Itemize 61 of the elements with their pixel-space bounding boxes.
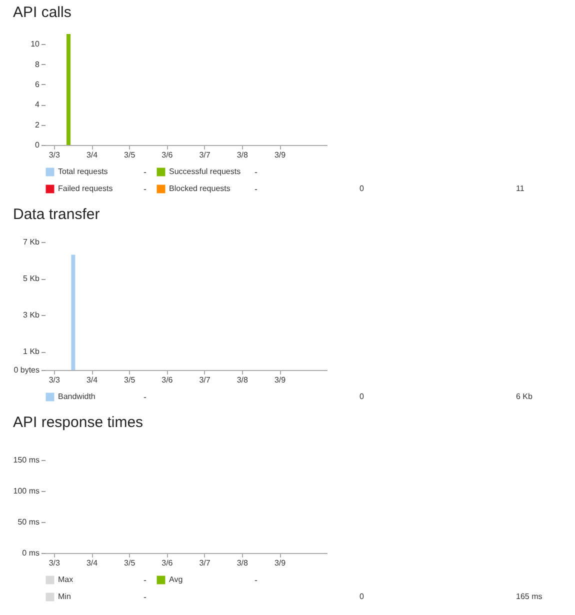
legend-label: Avg: [169, 575, 183, 584]
y-tick-label: 0: [35, 140, 40, 150]
x-tick-label: 3/3: [48, 150, 61, 160]
x-tick-label: 3/4: [86, 150, 98, 160]
text: 6 Kb: [516, 392, 534, 401]
y-tick-label: 50 ms: [18, 518, 40, 526]
text: -: [254, 575, 258, 585]
chart-title: API calls: [13, 4, 72, 21]
y-tick-label: 8: [35, 60, 40, 69]
y-tick-label: 0 ms: [22, 548, 40, 558]
y-tick-label: 4: [35, 100, 40, 110]
text: -: [144, 184, 146, 194]
y-tick-label: 0 bytes: [14, 366, 40, 374]
x-tick-label: 3/9: [274, 376, 286, 384]
legend-label: Failed requests: [58, 184, 113, 193]
text: -: [254, 167, 258, 177]
text: -: [144, 575, 146, 585]
y-tick-label: 150 ms: [13, 456, 40, 464]
y-tick-label: 1 Kb: [23, 347, 40, 356]
chart-title: Data transfer: [13, 206, 100, 223]
text: -: [144, 592, 146, 602]
y-tick-label: 10: [30, 40, 40, 49]
text: -: [254, 184, 258, 194]
x-tick-label: 3/8: [236, 150, 249, 160]
legend-label: Max: [58, 575, 74, 584]
x-tick-label: 3/8: [236, 376, 249, 384]
text: -: [144, 392, 146, 402]
chart-title: API response times: [13, 414, 144, 431]
y-tick-label: 2: [35, 120, 40, 130]
x-tick-label: 3/4: [86, 558, 98, 568]
x-tick-label: 3/8: [236, 558, 249, 568]
text: 0: [360, 392, 365, 401]
legend-label: Min: [58, 592, 71, 601]
x-tick-label: 3/7: [199, 558, 211, 568]
legend-label: Bandwidth: [58, 392, 96, 401]
text: 165 ms: [516, 592, 542, 601]
y-tick-label: 3 Kb: [23, 310, 40, 320]
y-tick-label: 7 Kb: [23, 238, 40, 246]
x-tick-label: 3/7: [199, 376, 211, 384]
x-tick-label: 3/3: [48, 558, 61, 568]
legend-label: Successful requests: [169, 167, 241, 176]
legend-label: Blocked requests: [169, 184, 230, 193]
text: -: [144, 167, 146, 177]
y-tick-label: 5 Kb: [23, 274, 40, 284]
x-tick-label: 3/3: [48, 376, 61, 384]
x-tick-label: 3/5: [124, 558, 136, 568]
legend-label: Total requests: [58, 167, 108, 176]
x-tick-label: 3/5: [124, 150, 136, 160]
y-tick-label: 6: [35, 80, 40, 89]
x-tick-label: 3/9: [274, 150, 286, 160]
x-tick-label: 3/6: [162, 558, 174, 568]
x-tick-label: 3/6: [162, 376, 174, 384]
x-tick-label: 3/9: [274, 558, 286, 568]
y-tick-label: 100 ms: [13, 486, 40, 496]
text: 11: [516, 184, 525, 193]
text: 0: [360, 184, 365, 193]
text: 0: [360, 592, 365, 601]
x-tick-label: 3/4: [86, 376, 98, 384]
x-tick-label: 3/7: [199, 150, 211, 160]
x-tick-label: 3/6: [162, 150, 174, 160]
x-tick-label: 3/5: [124, 376, 136, 384]
